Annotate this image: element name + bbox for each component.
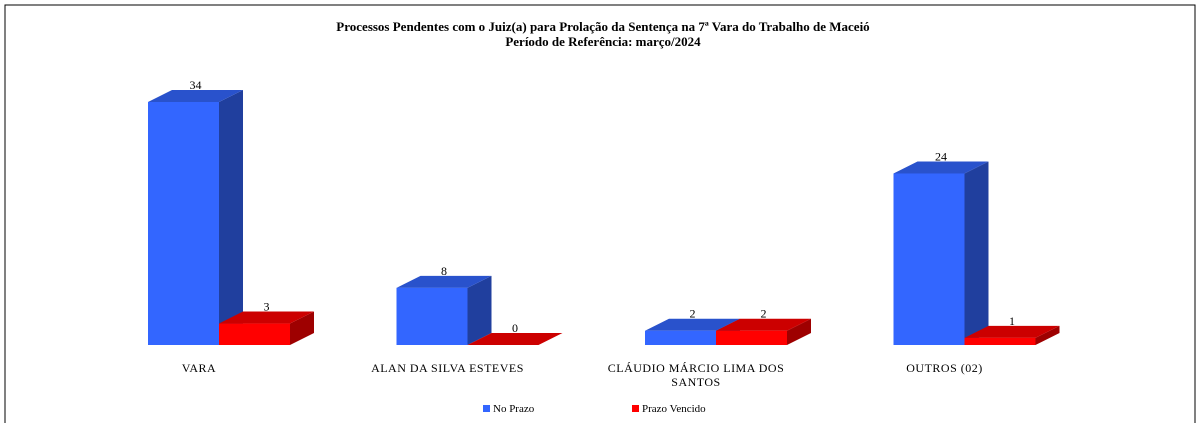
bar-side bbox=[467, 275, 492, 345]
bar bbox=[219, 323, 290, 345]
legend-label: No Prazo bbox=[493, 403, 535, 415]
bar-top bbox=[219, 311, 314, 324]
bar-top bbox=[148, 90, 243, 102]
bar-side bbox=[219, 90, 243, 345]
data-label: 3 bbox=[264, 300, 270, 314]
legend-swatch bbox=[632, 405, 639, 412]
bar bbox=[716, 330, 787, 345]
bar-top bbox=[716, 318, 811, 331]
data-label: 34 bbox=[190, 78, 202, 92]
bar-top bbox=[964, 325, 1060, 338]
chart-title: Processos Pendentes com o Juiz(a) para P… bbox=[336, 19, 869, 34]
bar-side bbox=[787, 318, 811, 345]
bar bbox=[148, 102, 219, 345]
bar-top bbox=[645, 318, 740, 331]
data-label: 2 bbox=[761, 307, 767, 321]
bar-side bbox=[1035, 325, 1060, 345]
data-label: 24 bbox=[935, 149, 947, 163]
bar-top bbox=[893, 161, 989, 174]
data-label: 1 bbox=[1009, 314, 1015, 328]
x-tick-label: ALAN DA SILVA ESTEVES bbox=[371, 361, 524, 375]
bar-top bbox=[467, 333, 563, 345]
legend-label: Prazo Vencido bbox=[642, 403, 706, 415]
legend-swatch bbox=[483, 405, 490, 412]
bar-side bbox=[964, 161, 989, 345]
bar-top bbox=[396, 275, 492, 288]
chart-subtitle: Período de Referência: março/2024 bbox=[505, 34, 701, 49]
bar bbox=[893, 173, 965, 345]
bar bbox=[396, 287, 468, 345]
bar-side bbox=[290, 311, 314, 345]
bar bbox=[645, 330, 716, 345]
x-tick-label: VARA bbox=[181, 361, 217, 375]
bar bbox=[964, 337, 1036, 345]
data-label: 2 bbox=[690, 307, 696, 321]
data-label: 8 bbox=[441, 264, 447, 278]
data-label: 0 bbox=[512, 321, 518, 335]
x-tick-label: OUTROS (02) bbox=[906, 361, 983, 375]
x-tick-label: CLÁUDIO MÁRCIO LIMA DOS SANTOS bbox=[607, 361, 785, 389]
